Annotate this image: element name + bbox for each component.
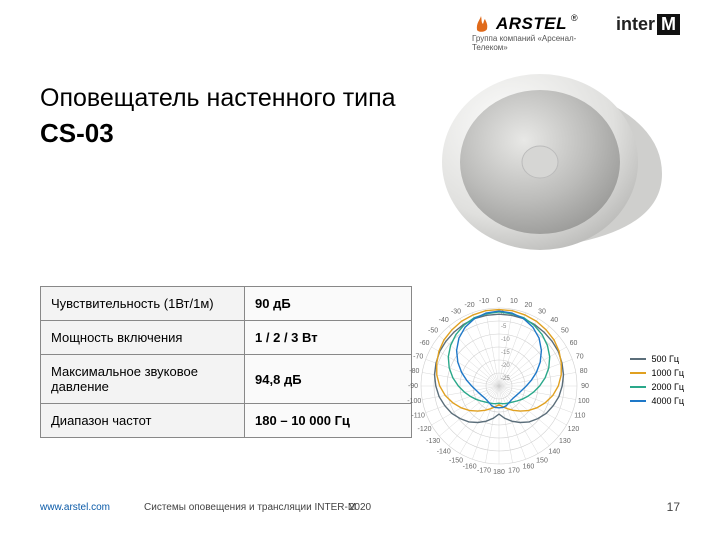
- svg-text:60: 60: [570, 340, 578, 347]
- interm-m: M: [657, 14, 680, 35]
- footer-url: www.arstel.com: [40, 502, 110, 513]
- flame-icon: [472, 14, 492, 34]
- footer-year: 2020: [349, 502, 371, 513]
- interm-inter: inter: [616, 14, 655, 35]
- svg-text:-5: -5: [501, 324, 507, 330]
- svg-text:-40: -40: [439, 317, 449, 324]
- table-row: Чувствительность (1Вт/1м)90 дБ: [41, 287, 412, 321]
- legend-swatch: [630, 372, 646, 374]
- svg-text:90: 90: [581, 383, 589, 390]
- svg-text:-20: -20: [501, 363, 510, 369]
- legend-label: 4000 Гц: [651, 396, 684, 406]
- svg-text:-160: -160: [463, 464, 477, 471]
- svg-text:150: 150: [536, 457, 548, 464]
- svg-text:-30: -30: [451, 308, 461, 315]
- title-block: Оповещатель настенного типа CS-03: [40, 82, 396, 149]
- product-image: [430, 64, 680, 254]
- spec-value: 94,8 дБ: [245, 355, 412, 404]
- svg-text:120: 120: [568, 426, 580, 433]
- legend-swatch: [630, 358, 646, 360]
- table-row: Максимальное звуковое давление94,8 дБ: [41, 355, 412, 404]
- svg-text:0: 0: [497, 297, 501, 304]
- register-mark: ®: [571, 13, 578, 23]
- svg-text:20: 20: [525, 302, 533, 309]
- svg-text:170: 170: [508, 468, 520, 475]
- legend-item: 1000 Гц: [630, 368, 684, 378]
- svg-text:-130: -130: [426, 438, 440, 445]
- svg-text:-20: -20: [465, 302, 475, 309]
- svg-text:130: 130: [559, 438, 571, 445]
- spec-label: Мощность включения: [41, 321, 245, 355]
- spec-label: Диапазон частот: [41, 404, 245, 438]
- legend-item: 500 Гц: [630, 354, 684, 364]
- spec-value: 180 – 10 000 Гц: [245, 404, 412, 438]
- svg-text:-170: -170: [477, 468, 491, 475]
- svg-text:10: 10: [510, 298, 518, 305]
- svg-text:80: 80: [580, 368, 588, 375]
- svg-text:100: 100: [578, 398, 590, 405]
- page-title: Оповещатель настенного типа: [40, 82, 396, 114]
- svg-text:-10: -10: [479, 298, 489, 305]
- model-name: CS-03: [40, 118, 396, 149]
- legend-label: 500 Гц: [651, 354, 679, 364]
- table-row: Диапазон частот180 – 10 000 Гц: [41, 404, 412, 438]
- polar-chart: 0 10 20 30 405060 70 80 90 100 110 120 130 140150160…: [404, 292, 594, 472]
- svg-text:50: 50: [561, 328, 569, 335]
- svg-text:40: 40: [550, 317, 558, 324]
- svg-text:-80: -80: [409, 368, 419, 375]
- svg-text:70: 70: [576, 353, 584, 360]
- interm-logo: inter M: [616, 14, 680, 35]
- arstel-text: ARSTEL: [496, 14, 567, 34]
- spec-value: 90 дБ: [245, 287, 412, 321]
- svg-text:-50: -50: [428, 328, 438, 335]
- footer: www.arstel.com Системы оповещения и тран…: [40, 500, 680, 514]
- spec-table: Чувствительность (1Вт/1м)90 дБМощность в…: [40, 286, 412, 438]
- spec-label: Максимальное звуковое давление: [41, 355, 245, 404]
- spec-label: Чувствительность (1Вт/1м): [41, 287, 245, 321]
- svg-text:-100: -100: [407, 398, 421, 405]
- svg-text:-15: -15: [501, 350, 510, 356]
- legend-swatch: [630, 386, 646, 388]
- footer-mid: Системы оповещения и трансляции INTER-M: [144, 502, 356, 513]
- svg-text:180: 180: [493, 469, 505, 476]
- svg-text:140: 140: [548, 449, 560, 456]
- legend-item: 2000 Гц: [630, 382, 684, 392]
- footer-page: 17: [667, 500, 680, 514]
- legend-label: 1000 Гц: [651, 368, 684, 378]
- svg-text:-120: -120: [418, 426, 432, 433]
- svg-text:-90: -90: [408, 383, 418, 390]
- header: ARSTEL ® Группа компаний «Арсенал-Телеко…: [472, 14, 680, 53]
- svg-text:-70: -70: [413, 353, 423, 360]
- legend-swatch: [630, 400, 646, 402]
- legend-label: 2000 Гц: [651, 382, 684, 392]
- svg-text:30: 30: [538, 308, 546, 315]
- svg-text:-110: -110: [411, 412, 425, 419]
- arstel-logo: ARSTEL ® Группа компаний «Арсенал-Телеко…: [472, 14, 602, 53]
- svg-text:-60: -60: [419, 340, 429, 347]
- legend-item: 4000 Гц: [630, 396, 684, 406]
- svg-text:-25: -25: [501, 376, 510, 382]
- svg-text:-10: -10: [501, 337, 510, 343]
- spec-value: 1 / 2 / 3 Вт: [245, 321, 412, 355]
- arstel-subtitle: Группа компаний «Арсенал-Телеком»: [472, 35, 602, 53]
- svg-text:-140: -140: [437, 449, 451, 456]
- svg-text:-150: -150: [449, 457, 463, 464]
- svg-text:110: 110: [574, 412, 585, 419]
- polar-legend: 500 Гц 1000 Гц 2000 Гц 4000 Гц: [630, 354, 684, 410]
- svg-text:160: 160: [523, 464, 535, 471]
- table-row: Мощность включения1 / 2 / 3 Вт: [41, 321, 412, 355]
